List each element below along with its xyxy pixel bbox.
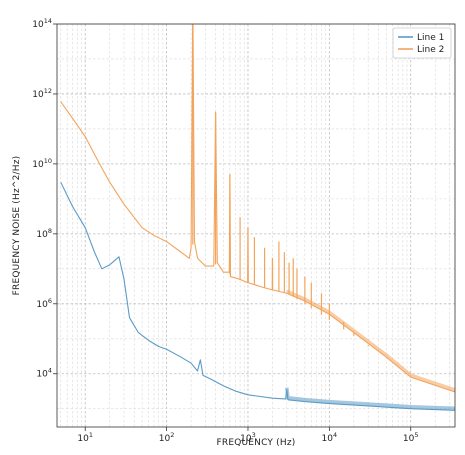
y-tick-label: 104 [36, 367, 52, 380]
x-axis-title: FREQUENCY (Hz) [216, 438, 295, 448]
series-layer [60, 24, 455, 411]
y-axis-title: FREQUENCY NOISE (Hz^2/Hz) [12, 156, 22, 296]
y-tick-label: 108 [36, 227, 52, 240]
series-noise-band-2 [286, 289, 455, 392]
plot-frame [56, 23, 456, 428]
y-tick-label: 1014 [32, 17, 52, 30]
legend-label: Line 2 [417, 45, 444, 55]
y-tick-label: 1012 [32, 87, 52, 100]
tick-marks [53, 23, 412, 431]
series-line-1 [60, 181, 455, 411]
series-line-2 [60, 24, 455, 393]
legend: Line 1 Line 2 [392, 27, 452, 59]
y-tick-label: 106 [36, 297, 52, 310]
y-tick-label: 1010 [32, 157, 52, 170]
legend-label: Line 1 [417, 33, 444, 43]
legend-box [392, 27, 452, 59]
series-noise-band-1 [285, 387, 455, 411]
